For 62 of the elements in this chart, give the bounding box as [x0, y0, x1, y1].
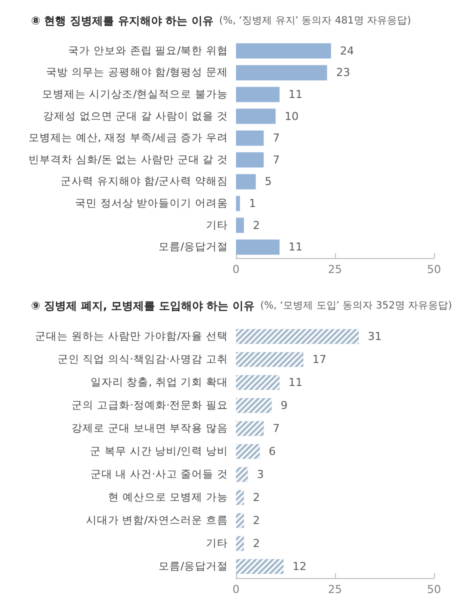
bar — [236, 65, 328, 80]
data-label: 1 — [248, 197, 256, 210]
data-label: 24 — [340, 44, 354, 58]
data-label: 11 — [288, 376, 303, 389]
y-tick-label: 모름/응답거절 — [158, 560, 228, 572]
data-label: 2 — [252, 218, 260, 232]
y-tick-label: 국방 의무는 공평해야 함/형평성 문제 — [46, 66, 228, 79]
y-tick-label: 모병제는 시기상조/현실적으로 불가능 — [42, 88, 228, 100]
data-label: 7 — [272, 153, 280, 166]
bar — [236, 152, 264, 168]
y-tick-label: 국민 정서상 받아들이기 어려움 — [74, 198, 228, 210]
bar — [236, 108, 276, 124]
y-tick-label: 군대 내 사건·사고 줄어들 것 — [90, 468, 228, 480]
data-label: 2 — [252, 514, 260, 527]
x-tick-label: 0 — [232, 263, 240, 276]
bar — [236, 43, 332, 59]
data-label: 6 — [268, 445, 276, 458]
x-tick-label: 50 — [427, 583, 441, 596]
y-tick-label: 현 예산으로 모병제 가능 — [108, 492, 228, 504]
text: ⑧ 현행 징병제를 유지해야 하는 이유 — [31, 14, 214, 28]
y-tick-label: 강제성 없으면 군대 갈 사람이 없을 것 — [42, 110, 228, 122]
bar — [236, 239, 280, 255]
data-label: 3 — [256, 468, 264, 481]
data-label: 9 — [280, 399, 288, 412]
y-tick-label: 군대는 원하는 사람만 가야함/자율 선택 — [35, 330, 228, 342]
y-tick-label: 군사력 유지해야 함/군사력 약해짐 — [60, 176, 228, 188]
x-tick-label: 50 — [427, 263, 441, 276]
x-tick-label: 25 — [328, 583, 342, 596]
y-tick-label: 빈부격차 심화/돈 없는 사람만 군대 갈 것 — [28, 154, 228, 166]
y-tick-label: 일자리 창출, 취업 기회 확대 — [90, 376, 228, 388]
y-tick-label: 군 복무 시간 낭비/인력 낭비 — [90, 446, 228, 458]
bar — [236, 218, 244, 233]
chart-subtitle: (%, ‘징병제 유지’ 동의자 481명 자유응답) — [219, 16, 412, 26]
text: ⑨ 징병제 폐지, 모병제를 도입해야 하는 이유 — [31, 300, 254, 312]
y-tick-label: 기타 — [206, 219, 228, 232]
y-tick-label: 강제로 군대 보내면 부작용 많음 — [72, 422, 228, 434]
data-label: 7 — [272, 132, 280, 145]
data-label: 31 — [368, 330, 382, 343]
data-label: 10 — [284, 110, 299, 123]
bar — [236, 196, 240, 212]
data-label: 12 — [292, 560, 307, 573]
y-tick-label: 군의 고급화·정예화·전문화 필요 — [72, 400, 228, 412]
data-label: 11 — [288, 240, 303, 254]
data-label: 5 — [264, 175, 272, 188]
data-label: 2 — [252, 537, 260, 550]
x-tick-label: 25 — [328, 263, 342, 276]
y-tick-label: 국가 안보와 존립 필요/북한 위협 — [68, 44, 228, 57]
y-tick-label: 모병제는 예산, 재정 부족/세금 증가 우려 — [28, 132, 228, 144]
y-tick-label: 군인 직업 의식·책임감·사명감 고취 — [57, 354, 228, 366]
data-label: 2 — [252, 491, 260, 504]
bar — [236, 174, 256, 190]
y-tick-label: 기타 — [206, 538, 228, 550]
bar — [236, 86, 280, 102]
bar — [236, 130, 264, 146]
chart-subtitle: (%, ‘모병제 도입’ 동의자 352명 자유응답) — [260, 300, 452, 312]
y-tick-label: 시대가 변함/자연스러운 흐름 — [86, 514, 228, 526]
data-label: 17 — [312, 353, 326, 366]
data-label: 7 — [272, 422, 280, 435]
y-tick-label: 모름/응답거절 — [158, 241, 228, 254]
x-tick-label: 0 — [232, 583, 240, 596]
data-label: 11 — [288, 88, 303, 101]
data-label: 23 — [336, 66, 350, 80]
